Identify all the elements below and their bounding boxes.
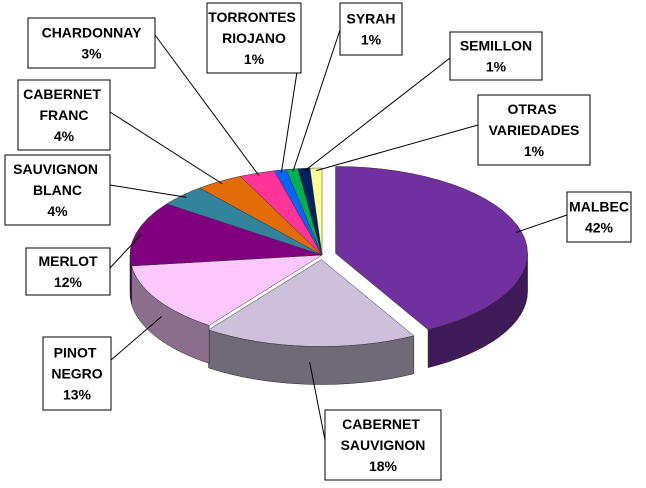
data-label: 4% — [54, 128, 75, 144]
label-box — [27, 17, 156, 69]
leader-line — [515, 214, 568, 233]
label-name: SAUVIGNON BLANC — [13, 161, 102, 198]
label-box — [449, 31, 543, 81]
label-name: MERLOT — [38, 253, 98, 269]
label-line: VARIEDADES — [489, 122, 580, 138]
label-line: SAUVIGNON — [341, 437, 426, 453]
label-name: SYRAH — [346, 11, 395, 27]
slice — [309, 167, 323, 256]
label-line: NEGRO — [51, 366, 102, 382]
leader-line — [109, 233, 142, 269]
data-label: 42% — [585, 220, 614, 236]
label-name: SEMILLON — [460, 38, 532, 54]
label-name: CHARDONNAY — [42, 25, 142, 41]
leader-line — [109, 111, 223, 185]
label-line: SEMILLON — [460, 38, 532, 54]
data-label: 1% — [361, 32, 382, 48]
label-line: MALBEC — [569, 199, 629, 215]
label-box — [339, 2, 403, 56]
data-label: 1% — [486, 59, 507, 75]
leader-line — [304, 57, 451, 172]
data-label: 1% — [244, 51, 265, 67]
data-label: 3% — [81, 46, 102, 62]
label-box — [4, 154, 111, 226]
label-box — [566, 191, 632, 243]
leader-line — [280, 71, 298, 173]
leader-line — [309, 362, 326, 441]
label-line: SYRAH — [346, 11, 395, 27]
label-line: PINOT — [54, 345, 101, 361]
label-name: MALBEC — [569, 199, 629, 215]
data-label: 1% — [524, 143, 545, 159]
label-line: SAUVIGNON — [13, 161, 102, 177]
label-name: OTRAS VARIEDADES — [489, 101, 580, 138]
label-line: BLANC — [33, 182, 82, 198]
label-line: TORRONTES — [208, 9, 300, 25]
label-line: CABERNET — [342, 416, 424, 432]
label-box — [25, 247, 111, 296]
label-line: CHARDONNAY — [42, 25, 142, 41]
data-label: 13% — [63, 387, 92, 403]
label-line: OTRAS — [508, 101, 561, 117]
slice — [335, 166, 528, 330]
leader-line — [316, 124, 479, 172]
slice — [129, 203, 323, 267]
label-line: FRANC — [40, 107, 89, 123]
label-box — [477, 94, 591, 166]
slice — [207, 259, 415, 347]
label-name: PINOT NEGRO — [51, 345, 102, 382]
leader-line — [110, 316, 163, 361]
data-label: 18% — [369, 458, 398, 474]
leader-line — [109, 184, 187, 198]
label-box — [206, 2, 302, 74]
label-name: TORRONTES RIOJANO — [208, 9, 300, 46]
slice — [131, 254, 323, 326]
leader-line — [292, 29, 341, 172]
label-box — [324, 409, 442, 481]
label-name: CABERNET SAUVIGNON — [341, 416, 426, 453]
label-line: CABERNET — [23, 86, 105, 102]
label-name: CABERNET FRANC — [23, 86, 105, 123]
label-box — [42, 336, 112, 411]
label-line: RIOJANO — [222, 30, 286, 46]
data-label: 12% — [54, 274, 83, 290]
label-line: MERLOT — [38, 253, 98, 269]
data-label: 4% — [47, 203, 68, 219]
leader-line — [154, 34, 260, 176]
label-box — [17, 79, 111, 151]
